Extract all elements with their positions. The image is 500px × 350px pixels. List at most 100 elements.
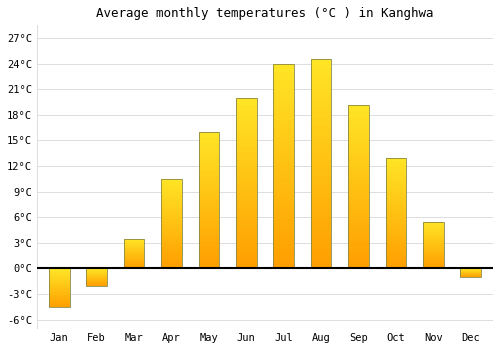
Bar [161,179,182,268]
Bar [348,154,368,157]
Bar [386,251,406,253]
Bar [274,64,294,68]
Bar [386,242,406,244]
Bar [310,97,332,101]
Bar [49,291,70,292]
Bar [198,143,219,146]
Title: Average monthly temperatures (°C ) in Kanghwa: Average monthly temperatures (°C ) in Ka… [96,7,434,20]
Bar [348,216,368,219]
Bar [423,245,444,246]
Bar [124,252,144,253]
Bar [274,223,294,228]
Bar [198,203,219,206]
Bar [423,228,444,229]
Bar [198,249,219,252]
Bar [348,118,368,121]
Bar [198,211,219,214]
Bar [348,114,368,118]
Bar [161,245,182,247]
Bar [274,72,294,76]
Bar [198,230,219,233]
Bar [274,76,294,80]
Bar [49,277,70,278]
Bar [274,88,294,92]
Bar [386,233,406,235]
Bar [124,253,144,254]
Bar [310,143,332,147]
Bar [161,224,182,225]
Bar [274,125,294,129]
Bar [310,176,332,181]
Bar [386,231,406,233]
Bar [161,238,182,240]
Bar [386,257,406,260]
Bar [274,109,294,113]
Bar [161,213,182,215]
Bar [49,289,70,290]
Bar [124,251,144,252]
Bar [348,150,368,154]
Bar [310,101,332,105]
Bar [310,260,332,264]
Bar [49,293,70,294]
Bar [423,266,444,267]
Bar [49,274,70,275]
Bar [49,306,70,307]
Bar [423,231,444,232]
Bar [49,294,70,295]
Bar [49,280,70,281]
Bar [274,146,294,150]
Bar [348,262,368,265]
Bar [124,239,144,268]
Bar [423,248,444,249]
Bar [198,151,219,154]
Bar [348,236,368,239]
Bar [348,249,368,252]
Bar [236,241,256,245]
Bar [274,219,294,223]
Bar [274,64,294,268]
Bar [348,105,368,268]
Bar [161,206,182,208]
Bar [49,301,70,302]
Bar [198,222,219,225]
Bar [49,285,70,286]
Bar [310,214,332,218]
Bar [310,168,332,172]
Bar [161,256,182,258]
Bar [236,228,256,231]
Bar [386,217,406,220]
Bar [386,220,406,222]
Bar [161,247,182,249]
Bar [161,249,182,251]
Bar [198,162,219,165]
Bar [274,141,294,146]
Bar [386,164,406,166]
Bar [124,267,144,268]
Bar [124,246,144,247]
Bar [236,221,256,224]
Bar [310,72,332,76]
Bar [348,256,368,259]
Bar [386,200,406,202]
Bar [198,189,219,192]
Bar [423,265,444,266]
Bar [198,181,219,184]
Bar [198,138,219,140]
Bar [423,256,444,257]
Bar [348,138,368,141]
Bar [124,260,144,261]
Bar [310,227,332,231]
Bar [310,60,332,64]
Bar [49,305,70,306]
Bar [310,105,332,110]
Bar [423,253,444,254]
Bar [236,125,256,128]
Bar [49,271,70,272]
Bar [124,244,144,245]
Bar [274,105,294,109]
Bar [161,225,182,227]
Bar [161,231,182,233]
Bar [348,144,368,147]
Bar [423,252,444,253]
